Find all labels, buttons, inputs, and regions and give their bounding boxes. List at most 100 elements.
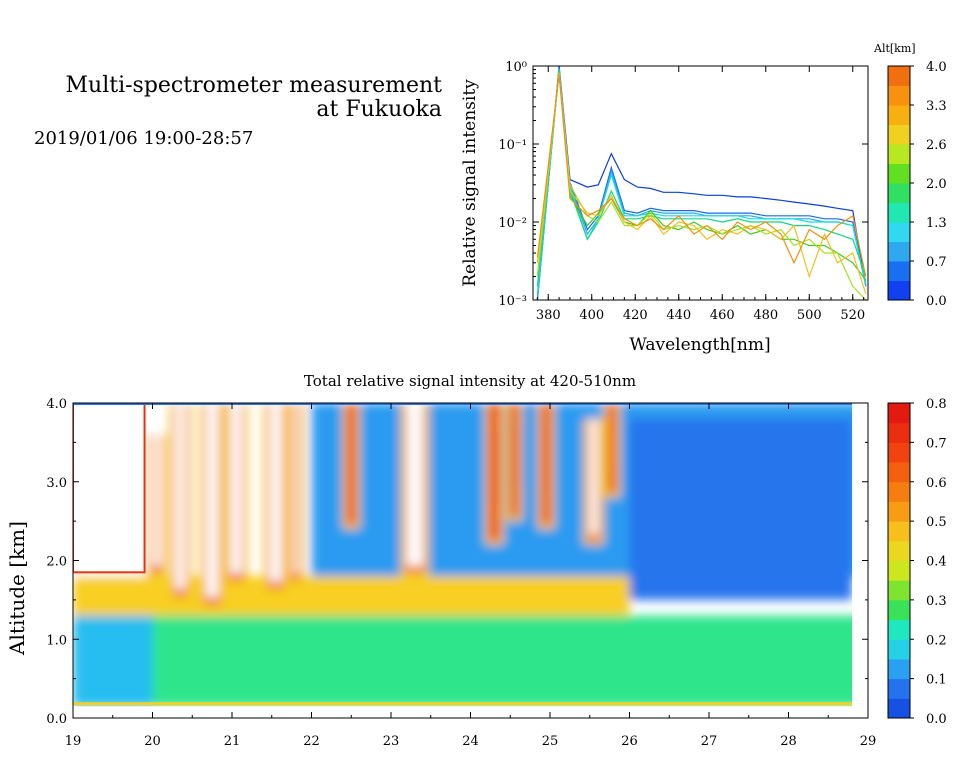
spectrum-x-tick-label: 400 — [579, 308, 604, 323]
intensity-colorbar-label: 0.6 — [926, 476, 947, 491]
heatmap-x-tick-label: 24 — [462, 734, 479, 749]
heatmap-column-core-3 — [230, 403, 242, 575]
altitude-legend-color-band — [888, 280, 910, 301]
heatmap-field — [73, 403, 853, 707]
spectrum-series-line-1 — [536, 67, 867, 300]
spectrum-y-tick-label: 10⁻² — [498, 216, 527, 231]
altitude-legend-label: 1.3 — [926, 216, 947, 231]
heatmap-x-tick-label: 29 — [860, 734, 877, 749]
spectrum-x-tick-label: 420 — [623, 308, 648, 323]
heatmap-x-tick-label: 19 — [65, 734, 82, 749]
heatmap-region-1 — [73, 576, 630, 616]
heatmap-x-tick-label: 23 — [383, 734, 400, 749]
spectrum-series-line-6 — [536, 72, 867, 300]
heatmap-x-tick-label: 26 — [621, 734, 638, 749]
heatmap-column-core-1 — [175, 403, 186, 590]
datetime-label: 2019/01/06 19:00-28:57 — [34, 128, 254, 149]
altitude-legend-color-band — [888, 66, 910, 86]
intensity-colorbar-label: 0.1 — [926, 673, 947, 688]
heatmap-column-core-4 — [269, 403, 282, 582]
heatmap-x-tick-label: 22 — [303, 734, 320, 749]
heatmap-column-core-8 — [492, 431, 496, 503]
heatmap-column-core-10 — [544, 428, 548, 492]
spectrum-plot-frame — [532, 65, 869, 301]
intensity-colorbar-label: 0.7 — [926, 436, 947, 451]
heatmap-top-band — [73, 403, 853, 405]
altitude-legend-label: 0.0 — [926, 294, 947, 309]
altitude-legend-color-band — [888, 85, 910, 106]
intensity-colorbar-band — [888, 580, 910, 601]
heatmap-y-tick-label: 1.0 — [46, 633, 67, 648]
altitude-legend-color-band — [888, 261, 910, 281]
spectrum-x-axis-label: Wavelength[nm] — [629, 335, 770, 355]
spectrum-series-line-4 — [536, 70, 867, 287]
intensity-colorbar-band — [888, 658, 910, 680]
intensity-colorbar-label: 0.8 — [926, 397, 947, 412]
heatmap-y-tick-label: 3.0 — [46, 476, 67, 491]
intensity-colorbar-band — [888, 560, 910, 581]
heatmap-field-blurred — [73, 403, 853, 707]
title-line-1: Multi-spectrometer measurement — [65, 73, 443, 98]
intensity-colorbar-band — [888, 619, 910, 640]
intensity-colorbar-label: 0.3 — [926, 594, 947, 609]
intensity-colorbar-label: 0.0 — [926, 712, 947, 727]
spectrum-series-line-8 — [536, 74, 867, 277]
heatmap-title: Total relative signal intensity at 420-5… — [304, 372, 636, 390]
spectrum-series-line-5 — [536, 71, 867, 281]
intensity-colorbar-band — [888, 481, 910, 502]
heatmap-saturated-zone — [73, 403, 146, 574]
heatmap-x-tick-label: 28 — [780, 734, 797, 749]
spectrum-series-line-7 — [536, 73, 867, 294]
altitude-legend-color-band — [888, 222, 910, 242]
altitude-legend-label: 2.0 — [926, 177, 947, 192]
heatmap-x-tick-label: 25 — [542, 734, 559, 749]
altitude-legend-color-band — [888, 202, 910, 223]
heatmap-column-core-6 — [406, 403, 423, 567]
altitude-legend-color-band — [888, 144, 910, 164]
spectrum-x-tick-label: 380 — [536, 308, 561, 323]
heatmap-column-core-2 — [206, 403, 219, 598]
intensity-colorbar-label: 0.2 — [926, 633, 947, 648]
heatmap-column-core-0 — [152, 434, 161, 567]
heatmap-y-tick-label: 4.0 — [46, 397, 67, 412]
altitude-legend-color-band — [888, 105, 910, 125]
intensity-colorbar-band — [888, 521, 910, 542]
heatmap-y-tick-label: 2.0 — [46, 555, 67, 570]
intensity-colorbar-band — [888, 540, 910, 561]
altitude-legend-label: 3.3 — [926, 99, 947, 114]
altitude-legend-label: 4.0 — [926, 60, 947, 75]
intensity-colorbar-band — [888, 639, 910, 660]
title-line-2: at Fukuoka — [316, 97, 442, 122]
intensity-colorbar-band — [888, 403, 910, 424]
altitude-legend-color-band — [888, 124, 910, 145]
altitude-legend-label: 0.7 — [926, 255, 947, 270]
spectrum-lines — [536, 66, 867, 300]
spectrum-x-tick-label: 480 — [753, 308, 778, 323]
heatmap-x-tick-label: 20 — [144, 734, 161, 749]
spectrum-x-tick-label: 460 — [710, 308, 735, 323]
heatmap-region-5 — [629, 418, 853, 600]
spectrum-x-tick-label: 440 — [666, 308, 691, 323]
intensity-colorbar-band — [888, 462, 910, 483]
altitude-legend-color-band — [888, 183, 910, 203]
spectrum-series-line-2 — [536, 68, 867, 300]
altitude-legend-color-band — [888, 241, 910, 262]
heatmap-column-core-7 — [350, 428, 353, 492]
intensity-colorbar-label: 0.4 — [926, 555, 947, 570]
spectrum-y-tick-label: 10⁰ — [505, 60, 527, 75]
heatmap-x-tick-label: 21 — [224, 734, 241, 749]
altitude-legend-color-band — [888, 163, 910, 184]
heatmap-x-tick-label: 27 — [701, 734, 718, 749]
heatmap-column-core-9 — [513, 426, 516, 486]
altitude-legend-title: Alt[km] — [873, 42, 916, 55]
heatmap-region-2 — [73, 615, 153, 707]
intensity-colorbar-label: 0.5 — [926, 515, 947, 530]
intensity-colorbar-band — [888, 442, 910, 463]
intensity-colorbar-band — [888, 599, 910, 621]
spectrum-series-line-3 — [536, 69, 867, 294]
heatmap-column-core-11 — [589, 418, 598, 535]
heatmap-y-axis-label: Altitude [km] — [5, 521, 29, 656]
intensity-colorbar-band — [888, 501, 910, 522]
heatmap-region-3 — [152, 615, 853, 707]
heatmap-y-tick-label: 0.0 — [46, 712, 67, 727]
